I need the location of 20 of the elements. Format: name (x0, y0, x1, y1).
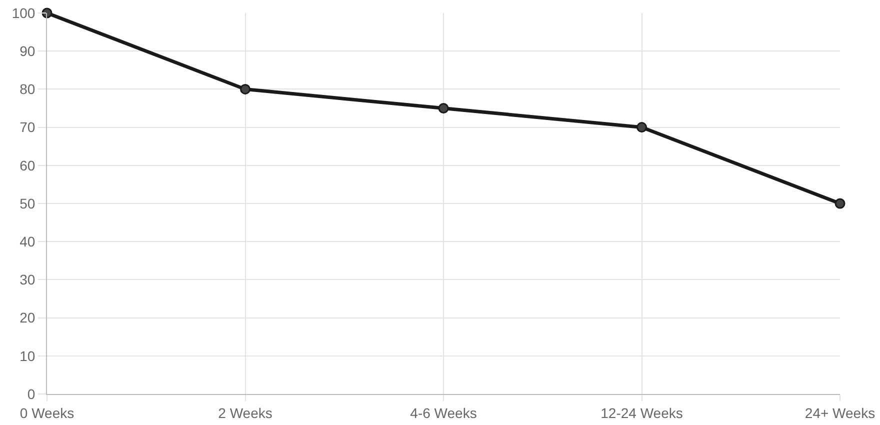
y-tick-label: 70 (20, 119, 36, 136)
x-tick-label: 0 Weeks (20, 404, 74, 421)
y-tick-label: 100 (12, 4, 36, 21)
point (438, 103, 449, 114)
y-tick-label: 0 (27, 386, 36, 402)
y-tick-label: 40 (20, 234, 36, 250)
y-tick-label: 50 (20, 195, 36, 212)
y-tick-label: 10 (20, 348, 36, 364)
x-tick-label: 2 Weeks (218, 404, 272, 421)
y-tick-label: 80 (20, 81, 36, 98)
x-tick-label: 4-6 Weeks (410, 404, 477, 421)
x-tick-label: 24+ Weeks (804, 404, 876, 421)
x-tick-label: 12-24 Weeks (600, 404, 683, 421)
y-tick-label: 90 (20, 43, 36, 59)
point (636, 122, 647, 133)
point (240, 84, 250, 94)
y-tick-label: 20 (20, 310, 36, 326)
point (834, 198, 846, 209)
y-tick-label: 30 (20, 272, 36, 288)
y-tick-label: 60 (20, 157, 36, 174)
